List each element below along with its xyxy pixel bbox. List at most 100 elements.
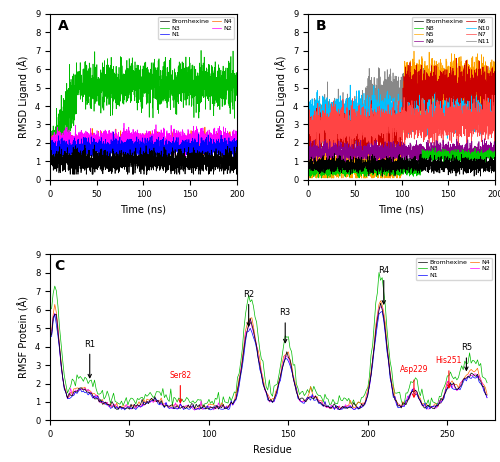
- N8: [305, 163, 311, 169]
- N4: [47, 138, 53, 143]
- N3: [292, 362, 298, 367]
- N7: [305, 118, 311, 123]
- N1: [47, 144, 53, 150]
- N1: [133, 150, 139, 156]
- N8: [432, 145, 438, 151]
- Bromhexine: [487, 162, 493, 168]
- N1: [48, 334, 54, 340]
- N8: [492, 155, 498, 161]
- Line: N4: N4: [52, 301, 487, 409]
- Bromhexine: [234, 148, 240, 154]
- N7: [314, 123, 320, 129]
- Line: Bromhexine: Bromhexine: [52, 303, 487, 410]
- Line: N3: N3: [52, 273, 487, 407]
- N1: [484, 395, 490, 401]
- N1: [354, 405, 360, 410]
- N11: [312, 155, 318, 161]
- Text: R4: R4: [378, 266, 390, 304]
- Bromhexine: [354, 404, 360, 409]
- N1: [152, 395, 158, 401]
- N5: [306, 175, 312, 181]
- N2: [194, 141, 200, 147]
- N8: [486, 157, 492, 162]
- N2: [47, 139, 53, 144]
- Bromhexine: [452, 169, 458, 174]
- Bromhexine: [378, 300, 384, 306]
- N6: [454, 55, 460, 61]
- N7: [486, 100, 492, 105]
- Line: N1: N1: [52, 311, 487, 410]
- N1: [196, 407, 202, 412]
- Line: Bromhexine: Bromhexine: [50, 145, 237, 174]
- Bromhexine: [492, 161, 498, 167]
- N5: [486, 76, 492, 82]
- N5: [396, 158, 402, 164]
- N1: [379, 309, 385, 314]
- N4: [378, 298, 384, 304]
- N4: [292, 378, 298, 383]
- N2: [311, 394, 317, 399]
- N10: [460, 76, 466, 82]
- Bromhexine: [194, 153, 200, 159]
- Line: N2: N2: [52, 307, 487, 410]
- Text: C: C: [54, 260, 64, 274]
- Legend: Bromhexine, N3, N1, N4, N2: Bromhexine, N3, N1, N4, N2: [158, 17, 234, 39]
- N4: [138, 137, 144, 143]
- Line: N8: N8: [308, 148, 495, 178]
- N3: [228, 87, 234, 92]
- Line: N6: N6: [308, 58, 495, 165]
- N2: [484, 395, 490, 401]
- N2: [192, 407, 198, 413]
- Bromhexine: [138, 166, 144, 172]
- N3: [376, 270, 382, 275]
- Text: R1: R1: [84, 340, 96, 377]
- N2: [196, 407, 202, 412]
- Line: N10: N10: [308, 79, 495, 142]
- Y-axis label: RMSD Ligand (Å): RMSD Ligand (Å): [18, 55, 29, 138]
- N3: [48, 158, 54, 164]
- N4: [484, 391, 490, 397]
- N5: [487, 67, 493, 73]
- Bromhexine: [314, 160, 320, 166]
- N11: [452, 94, 458, 100]
- N3: [56, 126, 62, 131]
- N2: [234, 139, 240, 144]
- N8: [391, 170, 397, 176]
- Bromhexine: [309, 395, 315, 401]
- N3: [228, 80, 234, 85]
- N3: [194, 83, 200, 89]
- N3: [484, 380, 490, 385]
- N6: [396, 122, 402, 127]
- N2: [121, 121, 127, 126]
- Text: A: A: [58, 19, 68, 33]
- N5: [452, 80, 458, 86]
- N2: [138, 136, 144, 141]
- N5: [391, 166, 397, 171]
- N3: [200, 404, 205, 410]
- N11: [487, 98, 493, 103]
- N9: [305, 148, 311, 154]
- N5: [314, 158, 320, 164]
- N6: [452, 93, 458, 98]
- N4: [56, 138, 62, 143]
- N11: [492, 102, 498, 108]
- N3: [48, 306, 54, 311]
- Bromhexine: [92, 142, 98, 148]
- Bromhexine: [320, 403, 326, 408]
- N3: [311, 383, 317, 389]
- N11: [456, 59, 462, 64]
- N2: [150, 400, 156, 405]
- N10: [391, 108, 397, 113]
- N9: [486, 153, 492, 159]
- N10: [487, 114, 493, 119]
- N4: [194, 142, 200, 147]
- Legend: Bromhexine, N3, N1, N4, N2: Bromhexine, N3, N1, N4, N2: [416, 258, 492, 280]
- N8: [318, 175, 324, 181]
- Text: R5: R5: [461, 343, 472, 371]
- N10: [486, 124, 492, 129]
- N3: [133, 71, 139, 77]
- Y-axis label: RMSF Protein (Å): RMSF Protein (Å): [18, 297, 30, 378]
- N1: [311, 397, 317, 403]
- N1: [234, 140, 240, 146]
- Bromhexine: [290, 375, 296, 381]
